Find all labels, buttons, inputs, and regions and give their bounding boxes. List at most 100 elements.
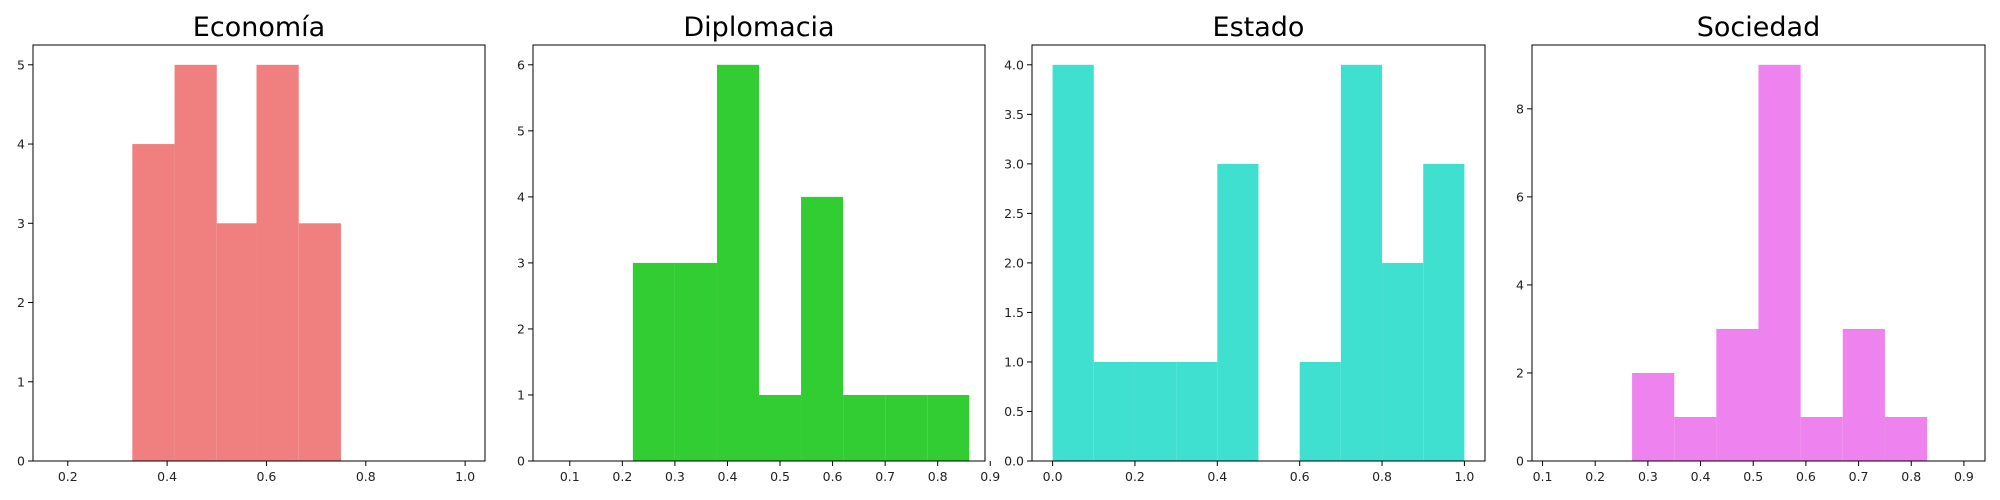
x-axis-ticks: 0.1 0.2 0.3 0.4 0.5 0.6 0.7 0.8 0.9 <box>560 461 1000 484</box>
chart-title: Economía <box>193 12 325 43</box>
x-axis-ticks: 0.1 0.2 0.3 0.4 0.5 0.6 0.7 0.8 0.9 <box>1533 461 1974 484</box>
y-tick-label: 8 <box>1516 101 1524 116</box>
y-tick-label: 5 <box>17 57 25 72</box>
axes-frame <box>1531 44 1986 462</box>
x-tick-label: 0.3 <box>665 469 685 484</box>
axes-frame <box>532 44 986 462</box>
bars <box>132 64 341 462</box>
x-tick-label: 1.0 <box>1454 469 1474 484</box>
histogram-bar <box>1800 416 1843 461</box>
x-tick-label: 0.2 <box>1585 469 1605 484</box>
histogram-bar <box>1382 262 1424 461</box>
x-tick-label: 0.7 <box>875 469 895 484</box>
x-tick-label: 0.3 <box>1638 469 1658 484</box>
y-tick-label: 2.0 <box>1004 255 1024 270</box>
y-axis-ticks: 0.0 0.5 1.0 1.5 2.0 2.5 3.0 3.5 4.0 <box>1004 57 1032 469</box>
histogram-bar <box>759 394 802 461</box>
histogram-bar <box>298 223 341 461</box>
y-tick-label: 0 <box>1516 454 1524 469</box>
x-tick-label: 0.8 <box>356 469 376 484</box>
histogram-bar <box>1884 416 1928 461</box>
y-tick-label: 4 <box>1516 277 1524 292</box>
y-tick-label: 3 <box>17 216 25 231</box>
x-tick-label: 0.8 <box>1372 469 1392 484</box>
y-tick-label: 3.5 <box>1004 107 1024 122</box>
x-axis-ticks: 0.0 0.2 0.4 0.6 0.8 1.0 <box>1043 461 1474 484</box>
panel-sociedad: Sociedad 0.1 0.2 0.3 0.4 0.5 0.6 0.7 0.8 0.9 0 2 4… <box>1516 12 1986 484</box>
x-tick-label: 0.6 <box>1290 469 1310 484</box>
y-tick-label: 0.5 <box>1004 404 1024 419</box>
y-tick-label: 2 <box>17 295 25 310</box>
x-tick-label: 0.0 <box>1043 469 1063 484</box>
y-tick-label: 0 <box>17 454 25 469</box>
histogram-bar <box>1340 64 1383 462</box>
y-tick-label: 2 <box>1516 365 1524 380</box>
chart-title: Diplomacia <box>683 12 834 43</box>
axes-frame <box>32 44 486 462</box>
x-tick-label: 0.4 <box>1207 469 1227 484</box>
histogram-bar <box>1052 64 1094 462</box>
x-tick-label: 0.5 <box>1743 469 1763 484</box>
histogram-bar <box>843 394 886 461</box>
histogram-bar <box>132 144 175 462</box>
x-tick-label: 0.7 <box>1849 469 1869 484</box>
x-tick-label: 0.4 <box>718 469 738 484</box>
x-tick-label: 1.0 <box>455 469 475 484</box>
bars <box>632 64 970 462</box>
x-tick-label: 0.6 <box>823 469 843 484</box>
y-tick-label: 3.0 <box>1004 156 1024 171</box>
x-tick-label: 0.9 <box>980 469 1000 484</box>
y-tick-label: 2 <box>517 321 525 336</box>
y-tick-label: 1 <box>517 387 525 402</box>
y-tick-label: 6 <box>1516 189 1524 204</box>
y-tick-label: 4.0 <box>1004 57 1024 72</box>
histogram-bar <box>1423 163 1465 461</box>
chart-title: Sociedad <box>1697 12 1820 43</box>
histogram-bar <box>1299 361 1341 461</box>
bars <box>1052 64 1465 462</box>
histogram-bar <box>1134 361 1177 461</box>
y-tick-label: 5 <box>517 123 525 138</box>
histogram-bar <box>1842 328 1885 461</box>
x-tick-label: 0.2 <box>58 469 78 484</box>
histogram-bar <box>885 394 928 461</box>
histogram-bar <box>716 64 759 462</box>
bars <box>1632 64 1928 462</box>
y-tick-label: 1.0 <box>1004 354 1024 369</box>
histogram-bar <box>1217 163 1259 461</box>
y-tick-label: 4 <box>517 189 525 204</box>
histogram-bar <box>1176 361 1218 461</box>
histogram-bar <box>674 262 717 461</box>
y-axis-ticks: 0 2 4 6 8 <box>1516 101 1532 469</box>
y-axis-ticks: 0 1 2 3 4 5 6 <box>517 57 533 469</box>
x-tick-label: 0.8 <box>928 469 948 484</box>
y-tick-label: 4 <box>17 137 25 152</box>
y-tick-label: 0.0 <box>1004 454 1024 469</box>
y-tick-label: 1 <box>17 374 25 389</box>
y-tick-label: 2.5 <box>1004 206 1024 221</box>
histogram-bar <box>632 262 675 461</box>
y-axis-ticks: 0 1 2 3 4 5 <box>17 57 33 469</box>
histogram-bar <box>216 223 257 461</box>
x-tick-label: 0.4 <box>157 469 177 484</box>
x-tick-label: 0.1 <box>1533 469 1553 484</box>
x-tick-label: 0.8 <box>1901 469 1921 484</box>
histogram-bar <box>927 394 970 461</box>
histogram-bar <box>1758 64 1801 462</box>
x-tick-label: 0.2 <box>1125 469 1145 484</box>
histogram-bar <box>1632 372 1675 461</box>
panel-diplomacia: Diplomacia 0.1 0.2 0.3 0.4 0.5 0.6 0.7 0.8 0.9 0… <box>517 12 1000 484</box>
x-tick-label: 0.4 <box>1691 469 1711 484</box>
y-tick-label: 6 <box>517 57 525 72</box>
x-axis-ticks: 0.2 0.4 0.6 0.8 1.0 <box>58 461 475 484</box>
chart-title: Estado <box>1213 12 1305 43</box>
x-tick-label: 0.5 <box>770 469 790 484</box>
histogram-bar <box>1674 416 1717 461</box>
y-tick-label: 0 <box>517 454 525 469</box>
y-tick-label: 3 <box>517 255 525 270</box>
panel-estado: Estado 0.0 0.2 0.4 0.6 0.8 1.0 0.0 0.5 1.0 1.5 2.… <box>1004 12 1486 484</box>
x-tick-label: 0.6 <box>1796 469 1816 484</box>
x-tick-label: 0.2 <box>612 469 632 484</box>
histogram-bar <box>256 64 299 462</box>
